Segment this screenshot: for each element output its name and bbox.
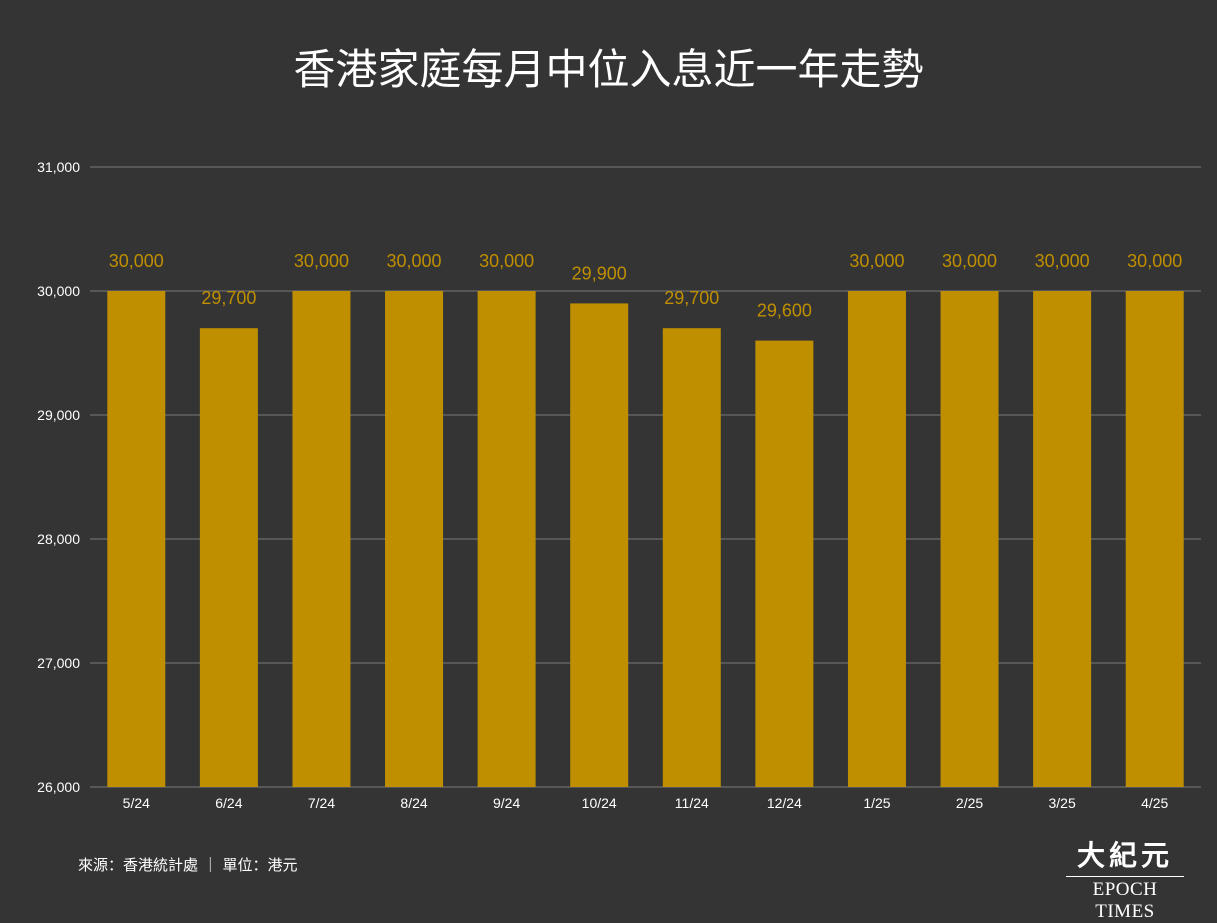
- bars: [107, 291, 1184, 787]
- x-tick-label: 5/24: [123, 795, 150, 811]
- bar: [570, 303, 629, 787]
- x-tick-label: 2/25: [956, 795, 983, 811]
- x-tick-label: 6/24: [215, 795, 242, 811]
- data-labels: 30,000 29,700 30,000 30,000 30,000 29,900 29,7…: [109, 251, 1182, 321]
- y-axis-ticks: 26,000 27,000 28,000 29,000 30,000 31,000: [37, 159, 80, 795]
- x-tick-label: 9/24: [493, 795, 520, 811]
- data-label: 30,000: [1035, 251, 1090, 271]
- y-tick-label: 31,000: [37, 159, 80, 175]
- bar: [847, 291, 906, 787]
- y-tick-label: 26,000: [37, 779, 80, 795]
- logo-divider: [1066, 876, 1184, 877]
- y-tick-label: 27,000: [37, 655, 80, 671]
- y-tick-label: 28,000: [37, 531, 80, 547]
- data-label: 29,600: [757, 301, 812, 321]
- bar: [385, 291, 444, 787]
- y-tick-label: 30,000: [37, 283, 80, 299]
- data-label: 30,000: [109, 251, 164, 271]
- data-label: 29,700: [201, 288, 256, 308]
- x-tick-label: 10/24: [582, 795, 617, 811]
- bar: [755, 340, 814, 787]
- x-tick-label: 8/24: [400, 795, 427, 811]
- y-tick-label: 29,000: [37, 407, 80, 423]
- x-axis-ticks: 5/24 6/24 7/24 8/24 9/24 10/24 11/24 12/24 1/25 2…: [123, 795, 1169, 811]
- x-tick-label: 7/24: [308, 795, 335, 811]
- data-label: 30,000: [1127, 251, 1182, 271]
- x-tick-label: 3/25: [1049, 795, 1076, 811]
- logo-english-text: EPOCH TIMES: [1092, 879, 1158, 922]
- data-label: 30,000: [294, 251, 349, 271]
- bar: [292, 291, 351, 787]
- bar: [477, 291, 536, 787]
- x-tick-label: 4/25: [1141, 795, 1168, 811]
- bar: [940, 291, 999, 787]
- bar: [1125, 291, 1184, 787]
- x-tick-label: 1/25: [863, 795, 890, 811]
- x-tick-label: 11/24: [675, 795, 709, 811]
- logo-chinese-text: 大紀元: [1076, 839, 1173, 872]
- source-note: 來源：香港統計處 ｜ 單位：港元: [78, 856, 298, 874]
- grid-lines: [90, 166, 1201, 788]
- bar: [1033, 291, 1092, 787]
- chart-title: 香港家庭每月中位入息近一年走勢: [293, 45, 924, 94]
- data-label: 30,000: [387, 251, 442, 271]
- data-label: 29,900: [572, 263, 627, 283]
- data-label: 30,000: [479, 251, 534, 271]
- data-label: 29,700: [664, 288, 719, 308]
- x-tick-label: 12/24: [767, 795, 802, 811]
- bar: [199, 328, 258, 787]
- epoch-times-logo: 大紀元 EPOCH TIMES: [1062, 838, 1188, 922]
- data-label: 30,000: [849, 251, 904, 271]
- bar: [107, 291, 166, 787]
- data-label: 30,000: [942, 251, 997, 271]
- bar: [662, 328, 721, 787]
